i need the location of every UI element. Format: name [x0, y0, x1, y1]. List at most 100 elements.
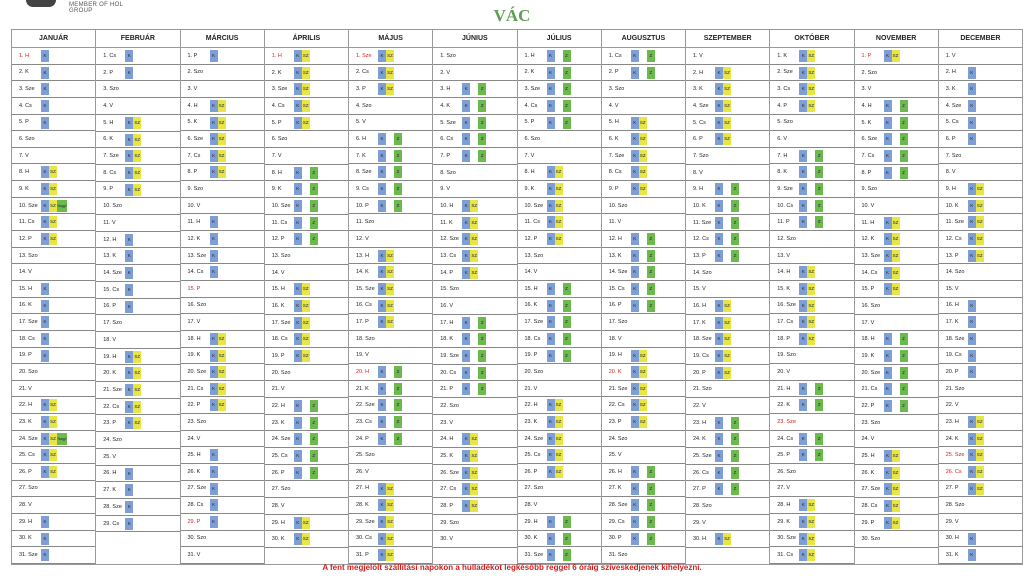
day-label: 18. Cs: [19, 335, 35, 342]
day-label: 9. Szo: [187, 185, 204, 192]
day-row: 26. K K: [180, 464, 264, 481]
day-label: 23. V: [440, 419, 454, 426]
day-label: 3. H: [440, 86, 451, 93]
collection-k-tag: K: [630, 532, 639, 545]
day-label: 2. P: [103, 69, 114, 76]
collection-k-tag: K: [967, 449, 976, 462]
empty-day: [433, 548, 516, 564]
collection-k-tag: K: [462, 200, 471, 213]
collection-k-tag: K: [967, 366, 976, 379]
day-label: 27. Sze: [861, 486, 881, 493]
day-label: 21. V: [271, 386, 285, 393]
month-column: JÚNIUS 1. Szo 2. V 3. H K Z 4. K K Z 5. Sze K Z 6. C…: [433, 30, 518, 564]
day-label: 16. Sze: [777, 302, 796, 309]
collection-sz-tag: SZ: [975, 466, 984, 479]
day-row: 14. Sze K: [96, 265, 180, 282]
collection-k-tag: K: [378, 183, 386, 196]
day-row: 27. P K SZ: [938, 481, 1022, 498]
collection-z-tag: Z: [309, 416, 318, 429]
collection-k-tag: K: [967, 349, 976, 362]
collection-k-tag: K: [799, 199, 808, 212]
day-row: 13. Szo: [517, 248, 601, 265]
day-label: 24. H: [440, 436, 454, 443]
day-row: 13. P K SZ: [938, 248, 1022, 265]
day-label: 26. Szo: [777, 468, 796, 475]
day-row: 17. Sze K Z: [517, 314, 601, 331]
collection-k-tag: K: [967, 116, 976, 129]
day-label: 2. K: [524, 69, 535, 76]
collection-sz-tag: SZ: [807, 83, 816, 96]
day-row: 27. V: [770, 481, 854, 498]
collection-k-tag: K: [41, 216, 49, 229]
day-label: 15. H: [524, 285, 538, 292]
day-label: 18. Sze: [693, 336, 712, 343]
day-label: 5. H: [103, 119, 114, 126]
collection-z-tag: Z: [478, 383, 487, 396]
day-row: 17. K K: [938, 314, 1022, 331]
month-column: OKTÓBER 1. K K SZ 2. Sze K SZ 3. Cs K SZ 4. P K SZ 5.…: [770, 30, 855, 564]
collection-z-tag: Z: [394, 382, 402, 395]
collection-k-tag: K: [546, 532, 555, 545]
day-label: 26. H: [103, 470, 117, 477]
day-label: 27. V: [777, 485, 791, 492]
day-label: 27. P: [945, 485, 959, 492]
day-label: 17. V: [187, 319, 201, 326]
collection-sz-tag: SZ: [301, 516, 310, 529]
collection-k-tag: K: [378, 266, 386, 279]
collection-z-tag: Z: [646, 532, 655, 545]
collection-k-tag: K: [630, 499, 639, 512]
day-row: 10. Szo: [96, 198, 180, 216]
collection-k-tag: K: [41, 183, 49, 196]
day-row: 23. P K SZ: [601, 414, 685, 431]
day-row: 19. Szo: [770, 348, 854, 365]
day-row: 1. Szo: [433, 48, 517, 65]
collection-sz-tag: SZ: [386, 83, 394, 96]
day-row: 24. K K SZ: [938, 431, 1022, 448]
day-label: 26. P: [19, 468, 32, 475]
day-row: 14. K K SZ: [349, 264, 433, 281]
collection-sz-tag: SZ: [217, 99, 226, 112]
day-label: 6. K: [103, 136, 114, 143]
collection-sz-tag: SZ: [891, 283, 900, 296]
day-label: 14. V: [524, 269, 538, 276]
day-label: 15. Cs: [608, 285, 625, 292]
day-label: 24. Szo: [103, 437, 122, 444]
collection-sz-tag: SZ: [386, 515, 394, 528]
day-row: 3. Szo: [601, 81, 685, 98]
collection-k-tag: K: [209, 116, 218, 129]
day-row: 1. Cs K Z: [601, 48, 685, 65]
day-row: 14. Cs K: [180, 264, 264, 281]
collection-k-tag: K: [546, 466, 555, 479]
collection-sz-tag: SZ: [975, 199, 984, 212]
day-label: 9. Szo: [861, 186, 878, 193]
empty-day: [265, 548, 348, 564]
collection-k-tag: K: [546, 233, 555, 246]
collection-k-tag: K: [799, 183, 808, 196]
collection-k-tag: K: [883, 116, 892, 129]
collection-sz-tag: SZ: [386, 249, 394, 262]
collection-k-tag: K: [883, 283, 892, 296]
day-row: 28. V: [517, 497, 601, 514]
day-label: 28. V: [271, 502, 285, 509]
month-column: SZEPTEMBER 1. V 2. H K SZ 3. K K SZ 4. Sze K SZ 5. …: [686, 30, 771, 564]
day-label: 4. Cs: [19, 102, 32, 109]
day-label: 19. H: [103, 353, 117, 360]
day-row: 14. V: [517, 264, 601, 281]
month-column: JANUÁR 1. H K 2. K K 3. Sze K 4. Cs K 5. P K 6. Szo…: [12, 30, 97, 564]
day-label: 1. H: [271, 52, 282, 59]
logo: MEMBER OF HOL GROUP: [4, 0, 144, 30]
day-label: 28. H: [777, 502, 791, 509]
day-label: 13. Szo: [19, 252, 38, 259]
collection-sz-tag: SZ: [133, 350, 142, 363]
day-label: 3. K: [945, 86, 956, 93]
collection-k-tag: K: [41, 83, 49, 96]
collection-k-tag: K: [293, 516, 302, 529]
month-header: SZEPTEMBER: [686, 30, 770, 48]
